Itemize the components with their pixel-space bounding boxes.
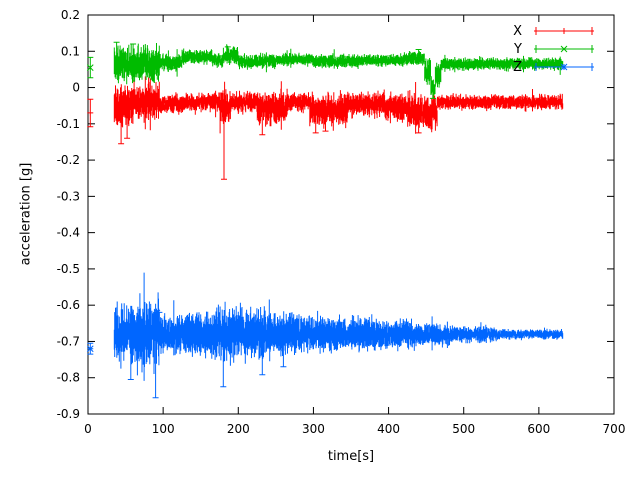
plot-border	[87, 14, 615, 415]
legend-sample-y	[534, 45, 594, 53]
series-z	[86, 272, 564, 399]
y-tick-label: -0.7	[57, 334, 80, 348]
y-tick-label: -0.4	[57, 226, 80, 240]
x-axis-label: time[s]	[327, 449, 375, 464]
series-y	[86, 41, 564, 99]
y-tick-label: -0.3	[57, 189, 80, 203]
y-tick-label: -0.9	[57, 407, 80, 421]
axis-ticks	[87, 14, 615, 415]
y-tick-label: -0.2	[57, 153, 80, 167]
x-tick-label: 500	[452, 422, 475, 436]
x-tick-label: 400	[377, 422, 400, 436]
x-tick-label: 200	[227, 422, 250, 436]
legend-label-z: Z	[513, 60, 522, 75]
legend-sample-x	[534, 27, 594, 35]
legend: XYZ	[513, 24, 594, 75]
legend-label-y: Y	[513, 42, 522, 57]
legend-sample-z	[534, 63, 594, 71]
x-tick-label: 700	[603, 422, 626, 436]
x-tick-label: 100	[152, 422, 175, 436]
tick-labels: 0 100 200 300 400 500 600 700 0.2 0.1 0 -0.1 -0.2 -0.…	[57, 8, 626, 436]
y-tick-label: -0.1	[57, 117, 80, 131]
x-tick-label: 0	[84, 422, 92, 436]
series-x	[87, 76, 564, 180]
x-tick-label: 600	[527, 422, 550, 436]
y-axis-label: acceleration [g]	[18, 162, 34, 266]
y-tick-label: -0.6	[57, 298, 80, 312]
legend-label-x: X	[513, 24, 522, 39]
x-tick-label: 300	[302, 422, 325, 436]
y-tick-label: -0.5	[57, 262, 80, 276]
y-tick-label: -0.8	[57, 371, 80, 385]
y-tick-label: 0	[72, 81, 80, 95]
y-tick-label: 0.2	[61, 8, 80, 22]
y-tick-label: 0.1	[61, 44, 80, 58]
